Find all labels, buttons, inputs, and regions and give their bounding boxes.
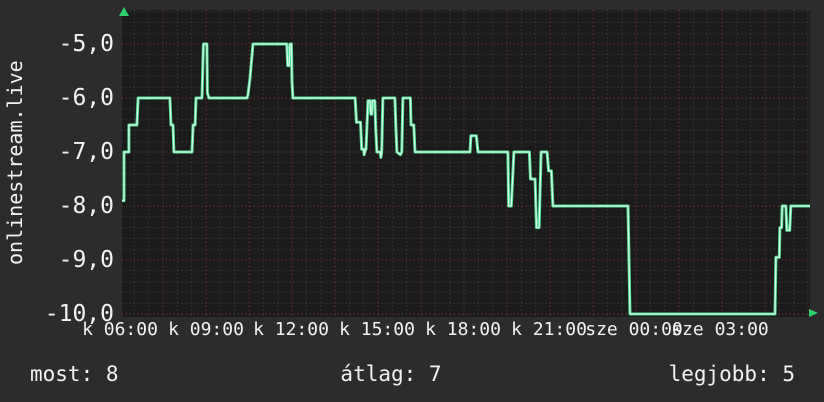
x-axis-arrow-icon <box>809 309 818 317</box>
stat-legjobb: legjobb: 5 <box>668 362 795 386</box>
y-axis-arrow-icon <box>119 7 129 16</box>
y-tick-label: -9,0 <box>58 247 114 273</box>
x-tick-label: sze 00:00 <box>585 319 683 340</box>
y-tick-label: -8,0 <box>58 193 114 219</box>
y-tick-label: -7,0 <box>58 139 114 165</box>
x-tick-label: k 15:00 <box>339 319 415 340</box>
stat-atlag: átlag: 7 <box>340 362 442 386</box>
stat-most: most: 8 <box>30 362 119 386</box>
y-tick-label: -5,0 <box>58 31 114 57</box>
line-chart-plot-area <box>122 10 810 317</box>
x-tick-label: k 12:00 <box>253 319 329 340</box>
x-tick-label: k 09:00 <box>168 319 244 340</box>
x-tick-label: sze 03:00 <box>671 319 769 340</box>
x-tick-label: k 18:00 <box>425 319 501 340</box>
y-tick-label: -6,0 <box>58 85 114 111</box>
y-tick-label: -10,0 <box>44 301 114 327</box>
x-tick-label: k 06:00 <box>82 319 158 340</box>
x-tick-label: k 21:00 <box>511 319 587 340</box>
